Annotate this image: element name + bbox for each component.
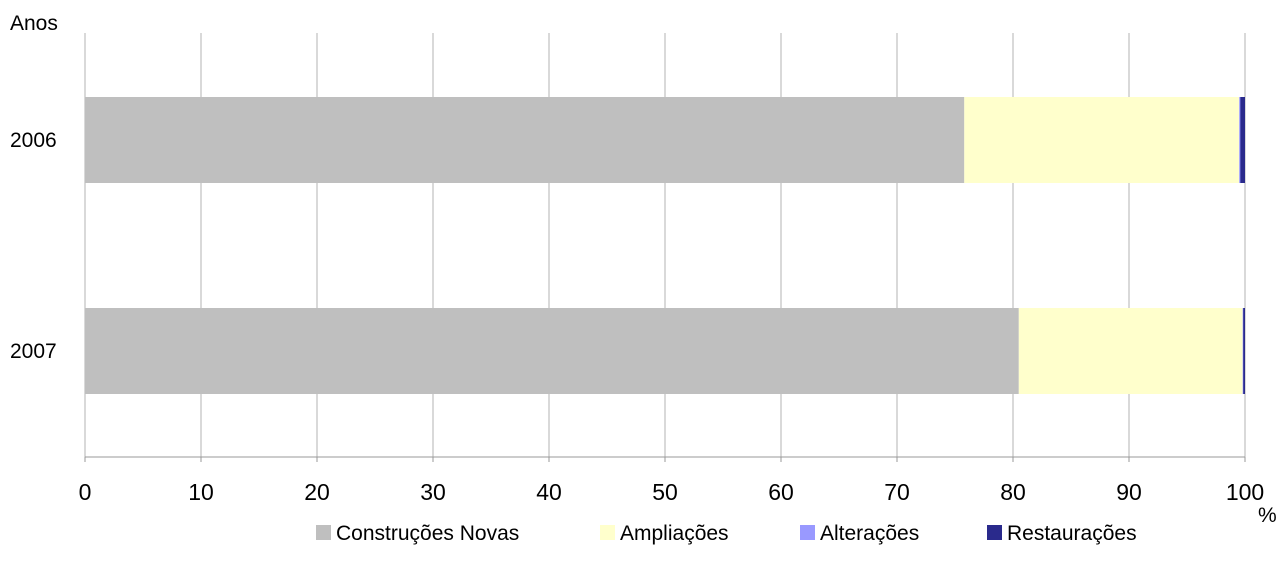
x-tick-label-70: 70 — [884, 479, 910, 505]
bar-2006-restaura-es — [1240, 97, 1245, 183]
bars — [85, 97, 1245, 394]
y-category-label-2006: 2006 — [10, 129, 57, 152]
x-tick-label-80: 80 — [1000, 479, 1026, 505]
bar-2006-constru-es-novas — [85, 97, 965, 183]
x-tick-label-90: 90 — [1116, 479, 1142, 505]
legend: Construções Novas Ampliações Alterações Res… — [316, 522, 1137, 545]
x-axis-ticks: 0 10 20 30 40 50 60 70 80 90 100 — [79, 457, 1264, 505]
bar-2006-altera-es — [1239, 97, 1241, 183]
legend-swatch-3 — [800, 525, 815, 540]
x-tick-label-30: 30 — [420, 479, 446, 505]
x-tick-label-50: 50 — [652, 479, 678, 505]
y-axis-categories: 2006 2007 — [10, 129, 57, 363]
x-tick-label-100: 100 — [1226, 479, 1264, 505]
bar-2007-restaura-es — [1243, 308, 1245, 394]
x-tick-label-0: 0 — [79, 479, 92, 505]
x-tick-label-20: 20 — [304, 479, 330, 505]
x-tick-label-60: 60 — [768, 479, 794, 505]
legend-swatch-1 — [316, 525, 331, 540]
x-axis-unit-label: % — [1258, 504, 1277, 527]
bar-2007-amplia-es — [1018, 308, 1243, 394]
legend-label-3: Alterações — [820, 522, 919, 545]
bar-2007-constru-es-novas — [85, 308, 1019, 394]
legend-label-2: Ampliações — [620, 522, 729, 545]
legend-label-4: Restaurações — [1007, 522, 1137, 545]
legend-swatch-2 — [600, 525, 615, 540]
bar-2006-amplia-es — [964, 97, 1240, 183]
y-axis-title: Anos — [10, 12, 58, 35]
x-tick-label-40: 40 — [536, 479, 562, 505]
legend-label-1: Construções Novas — [336, 522, 519, 545]
x-tick-label-10: 10 — [188, 479, 214, 505]
y-category-label-2007: 2007 — [10, 340, 57, 363]
legend-swatch-4 — [987, 525, 1002, 540]
